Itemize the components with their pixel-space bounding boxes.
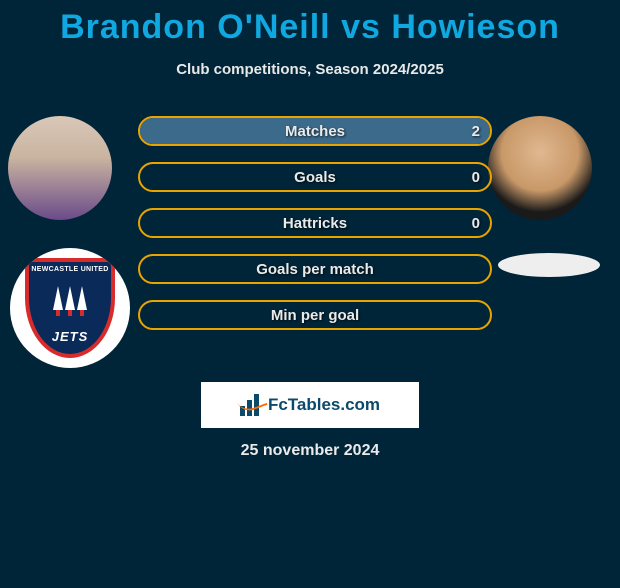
branding-badge: FcTables.com: [201, 382, 419, 428]
player-right-club-crest: [498, 253, 600, 277]
player-right-avatar: [488, 116, 592, 220]
subtitle: Club competitions, Season 2024/2025: [0, 61, 620, 78]
stat-label: Goals per match: [256, 261, 374, 278]
fctables-logo-icon: [240, 394, 262, 416]
crest-top-text: NEWCASTLE UNITED: [29, 266, 111, 273]
stat-bars: Matches 2 Goals 0 Hattricks 0 Goals per …: [138, 116, 492, 346]
stat-label: Min per goal: [271, 307, 359, 324]
stat-label: Hattricks: [283, 215, 347, 232]
stat-bar: Goals per match: [138, 254, 492, 284]
stat-label: Goals: [294, 169, 336, 186]
generated-date: 25 november 2024: [0, 442, 620, 460]
stat-value-left: 0: [472, 169, 480, 186]
stat-bar: Min per goal: [138, 300, 492, 330]
stat-label: Matches: [285, 123, 345, 140]
crest-jets-icon: [29, 286, 111, 320]
stat-bar: Matches 2: [138, 116, 492, 146]
stat-value-left: 0: [472, 215, 480, 232]
stat-value-left: 2: [472, 123, 480, 140]
player-left-avatar: [8, 116, 112, 220]
page-title: Brandon O'Neill vs Howieson: [0, 8, 620, 47]
branding-text: FcTables.com: [268, 395, 380, 415]
stat-bar: Goals 0: [138, 162, 492, 192]
stat-bar: Hattricks 0: [138, 208, 492, 238]
player-left-club-crest: NEWCASTLE UNITED JETS: [10, 248, 130, 368]
crest-bottom-text: JETS: [29, 329, 111, 344]
